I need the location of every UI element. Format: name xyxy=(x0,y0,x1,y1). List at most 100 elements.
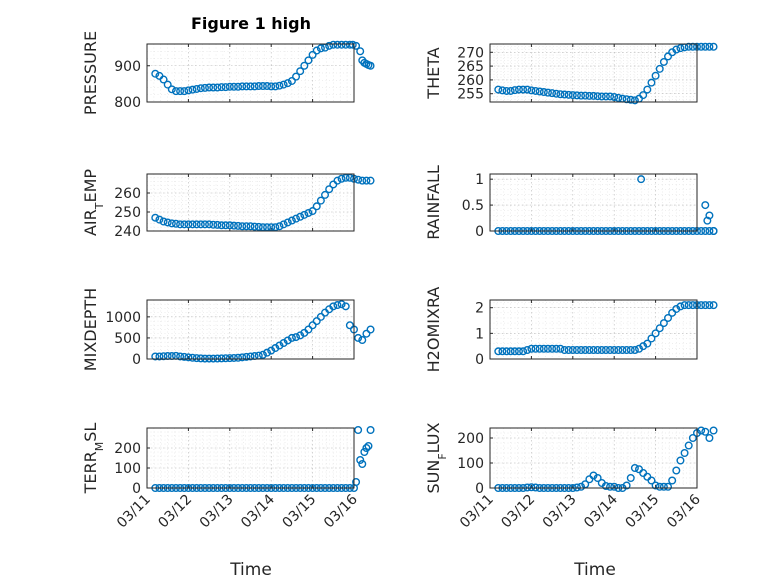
data-point xyxy=(577,346,586,355)
data-point xyxy=(614,93,623,102)
data-point xyxy=(622,346,631,355)
y-tick-label: 1 xyxy=(475,172,484,188)
data-point xyxy=(345,321,354,330)
data-point xyxy=(539,344,548,353)
data-point xyxy=(647,78,656,87)
subplot-rainfall: 0 0.5 1 RAINFALL xyxy=(424,165,718,240)
data-point xyxy=(188,353,197,362)
data-point xyxy=(705,42,714,51)
data-point xyxy=(333,40,342,49)
data-point xyxy=(655,324,664,333)
data-point xyxy=(196,354,205,363)
data-point xyxy=(610,482,619,491)
data-point xyxy=(287,333,296,342)
data-point xyxy=(597,346,606,355)
data-point xyxy=(292,214,301,223)
data-point xyxy=(709,42,718,51)
data-point xyxy=(362,176,371,185)
y-tick-label: 1 xyxy=(475,326,484,342)
data-point xyxy=(527,483,536,492)
axes-frame xyxy=(146,427,355,489)
data-point xyxy=(221,221,230,230)
data-point xyxy=(705,301,714,310)
axes-background xyxy=(147,428,354,488)
y-tick-label: 900 xyxy=(114,59,141,75)
data-point xyxy=(568,346,577,355)
data-point xyxy=(275,81,284,90)
data-point xyxy=(356,456,365,465)
data-point xyxy=(362,329,371,338)
data-point xyxy=(601,92,610,101)
data-point xyxy=(225,354,234,363)
data-point xyxy=(548,344,557,353)
data-point xyxy=(246,82,255,91)
subplot-mixdepth: 0 500 1000 MIXDEPTH xyxy=(81,288,375,371)
data-point xyxy=(601,346,610,355)
data-point xyxy=(267,82,276,91)
data-point xyxy=(680,301,689,310)
data-point xyxy=(560,90,569,99)
data-point xyxy=(659,57,668,66)
x-axis-label-right: Time xyxy=(573,560,616,580)
y-tick-label: 800 xyxy=(114,95,141,111)
data-point xyxy=(234,353,243,362)
data-point xyxy=(519,347,528,356)
data-point xyxy=(296,212,305,221)
data-point xyxy=(238,82,247,91)
data-point xyxy=(329,40,338,49)
data-point xyxy=(366,426,375,435)
data-point xyxy=(366,61,375,70)
data-point xyxy=(364,442,373,451)
axes-frame xyxy=(489,427,698,489)
data-point xyxy=(176,87,185,96)
data-point xyxy=(548,89,557,98)
data-point xyxy=(597,92,606,101)
data-point xyxy=(643,85,652,94)
y-tick-label: 270 xyxy=(457,45,484,61)
data-point xyxy=(651,329,660,338)
data-point xyxy=(585,91,594,100)
data-point xyxy=(664,482,673,491)
data-point xyxy=(254,82,263,91)
y-tick-label: 265 xyxy=(457,59,484,75)
data-point xyxy=(643,339,652,348)
data-point xyxy=(358,176,367,185)
data-point xyxy=(506,86,515,95)
data-point xyxy=(581,91,590,100)
data-point xyxy=(167,85,176,94)
data-point xyxy=(639,91,648,100)
data-point xyxy=(246,222,255,231)
data-point xyxy=(498,347,507,356)
data-point xyxy=(171,219,180,228)
data-point xyxy=(539,88,548,97)
data-point xyxy=(217,221,226,230)
data-point xyxy=(229,221,238,230)
data-point xyxy=(238,353,247,362)
data-point xyxy=(589,471,598,480)
y-axis-label: RAINFALL xyxy=(424,165,443,240)
data-point xyxy=(337,40,346,49)
data-point xyxy=(659,319,668,328)
data-point xyxy=(709,426,718,435)
data-point xyxy=(556,90,565,99)
data-point xyxy=(250,82,259,91)
data-point xyxy=(213,354,222,363)
data-point xyxy=(358,336,367,345)
y-tick-label: 250 xyxy=(114,205,141,221)
data-point xyxy=(196,220,205,229)
data-point xyxy=(552,89,561,98)
data-point xyxy=(581,346,590,355)
data-point xyxy=(637,175,646,184)
data-point xyxy=(312,202,321,211)
data-point xyxy=(221,354,230,363)
data-point xyxy=(205,83,214,92)
data-point xyxy=(329,302,338,311)
data-point xyxy=(701,226,710,235)
data-point xyxy=(622,95,631,104)
data-point xyxy=(531,86,540,95)
subplot-air-temp: 240 250 260 AIRTEMP xyxy=(81,169,375,240)
data-point xyxy=(502,86,511,95)
data-point xyxy=(163,80,172,89)
data-point xyxy=(647,476,656,485)
